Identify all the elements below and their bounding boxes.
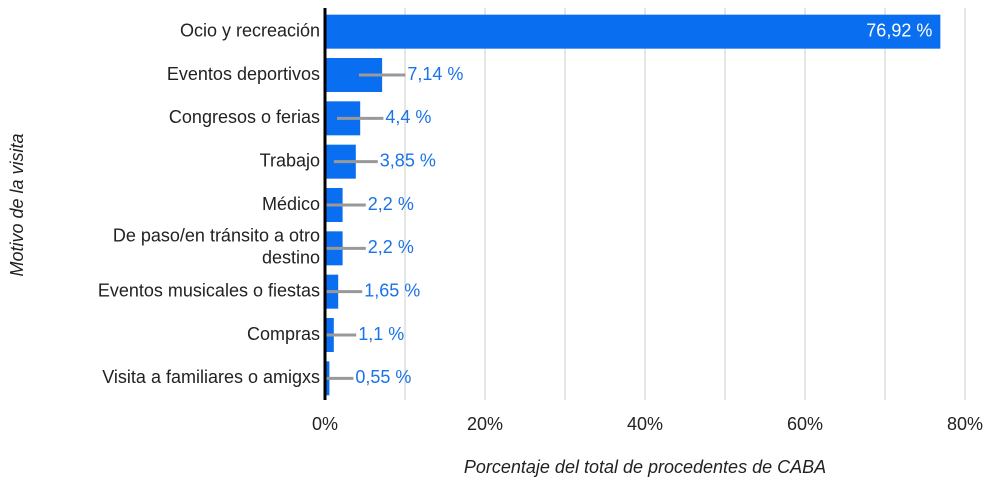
y-tick-label: Compras [247,324,320,344]
data-label: 7,14 % [407,64,463,84]
data-label: 3,85 % [380,150,436,170]
data-label: 1,65 % [364,280,420,300]
y-tick-label: Visita a familiares o amigxs [102,367,320,387]
x-axis-title: Porcentaje del total de procedentes de C… [464,457,826,477]
y-tick-label: Ocio y recreación [180,20,320,40]
x-tick-label: 60% [787,414,823,434]
data-label: 2,2 % [368,194,414,214]
x-tick-label: 80% [947,414,983,434]
y-tick-label: Trabajo [260,150,320,170]
x-tick-label: 20% [467,414,503,434]
data-label: 2,2 % [368,237,414,257]
y-tick-label: De paso/en tránsito a otro destino [113,225,320,267]
plot-area [325,14,941,396]
x-tick-label: 40% [627,414,663,434]
y-tick-label: Eventos deportivos [167,64,320,84]
data-label: 0,55 % [355,367,411,387]
x-tick-label: 0% [312,414,338,434]
data-label: 1,1 % [358,324,404,344]
y-axis-title: Motivo de la visita [7,133,27,276]
y-tick-label: Médico [262,194,320,214]
data-label: 76,92 % [866,20,932,40]
bar [325,14,941,49]
data-label: 4,4 % [385,107,431,127]
y-tick-label: Congresos o ferias [169,107,320,127]
y-tick-label: Eventos musicales o fiestas [98,280,320,300]
